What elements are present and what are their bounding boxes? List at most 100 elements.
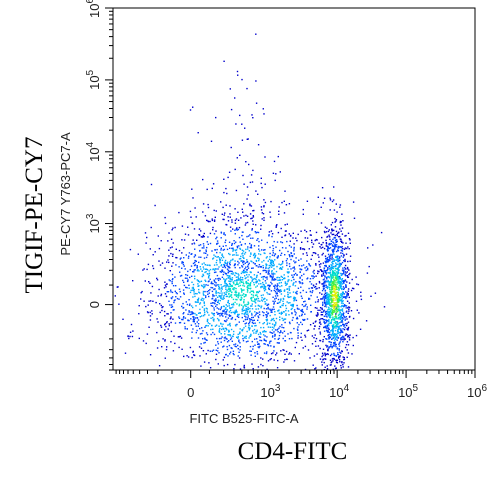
event-dot: [235, 283, 238, 285]
event-dot: [229, 353, 231, 355]
event-dot: [216, 256, 218, 258]
event-dot: [257, 193, 259, 195]
event-dot: [319, 269, 322, 271]
event-dot: [255, 102, 258, 104]
event-dot: [235, 293, 237, 296]
event-dot: [242, 335, 244, 337]
event-dot: [331, 358, 334, 360]
event-dot: [213, 280, 216, 282]
event-dot: [325, 273, 328, 275]
event-dot: [304, 305, 306, 307]
event-dot: [271, 273, 273, 275]
event-dot: [346, 292, 348, 294]
event-dot: [242, 231, 244, 233]
event-dot: [343, 295, 345, 298]
event-dot: [221, 276, 224, 278]
event-dot: [230, 347, 232, 349]
event-dot: [334, 316, 336, 318]
event-dot: [244, 304, 246, 307]
event-dot: [217, 268, 219, 270]
event-dot: [211, 312, 213, 314]
event-dot: [318, 328, 320, 330]
event-dot: [225, 337, 227, 340]
event-dot: [220, 284, 222, 286]
event-dot: [332, 316, 334, 318]
event-dot: [347, 329, 349, 331]
event-dot: [320, 314, 322, 316]
event-dot: [329, 283, 332, 286]
event-dot: [225, 316, 227, 318]
event-dot: [267, 293, 269, 295]
event-dot: [188, 310, 190, 312]
event-dot: [324, 295, 327, 298]
event-dot: [140, 292, 142, 294]
event-dot: [193, 289, 195, 291]
event-dot: [175, 296, 177, 298]
event-dot: [334, 239, 337, 241]
event-dot: [255, 313, 257, 316]
event-dot: [333, 272, 335, 275]
event-dot: [319, 358, 322, 360]
event-dot: [282, 304, 284, 307]
event-dot: [192, 239, 194, 241]
event-dot: [341, 294, 343, 297]
event-dot: [222, 359, 224, 361]
event-dot: [230, 278, 232, 281]
event-dot: [251, 296, 253, 299]
event-dot: [328, 306, 330, 309]
event-dot: [246, 318, 249, 321]
event-dot: [333, 274, 335, 276]
event-dot: [173, 301, 175, 304]
event-dot: [274, 300, 276, 302]
event-dot: [258, 259, 260, 262]
event-dot: [281, 236, 283, 238]
event-dot: [340, 224, 342, 226]
event-dot: [342, 363, 344, 366]
event-dot: [255, 232, 257, 234]
event-dot: [247, 302, 250, 304]
event-dot: [339, 356, 341, 358]
event-dot: [205, 271, 207, 273]
event-dot: [314, 340, 317, 343]
event-dot: [277, 284, 279, 287]
event-dot: [245, 337, 247, 339]
event-dot: [334, 265, 337, 268]
event-dot: [247, 289, 249, 292]
event-dot: [298, 259, 300, 261]
event-dot: [334, 237, 337, 239]
event-dot: [169, 247, 172, 249]
event-dot: [210, 281, 213, 283]
event-dot: [305, 303, 307, 306]
event-dot: [226, 346, 228, 348]
event-dot: [339, 287, 342, 289]
event-dot: [258, 258, 260, 260]
event-dot: [338, 332, 340, 334]
event-dot: [208, 314, 210, 316]
event-dot: [346, 281, 348, 283]
event-dot: [337, 329, 339, 331]
event-dot: [341, 269, 344, 271]
event-dot: [180, 257, 182, 259]
event-dot: [339, 246, 341, 248]
event-dot: [244, 315, 246, 317]
event-dot: [255, 281, 258, 284]
event-dot: [186, 287, 188, 289]
event-dot: [329, 199, 332, 201]
event-dot: [199, 250, 201, 252]
event-dot: [334, 311, 336, 313]
event-dot: [248, 323, 250, 325]
event-dot: [328, 315, 330, 317]
event-dot: [293, 278, 295, 281]
event-dot: [238, 313, 240, 316]
event-dot: [329, 236, 331, 238]
event-dot: [269, 326, 271, 328]
event-dot: [283, 330, 286, 332]
event-dot: [202, 330, 204, 332]
event-dot: [342, 242, 344, 244]
event-dot: [278, 337, 280, 340]
event-dot: [292, 276, 294, 278]
event-dot: [224, 330, 226, 332]
event-dot: [166, 283, 168, 285]
event-dot: [344, 260, 346, 262]
event-dot: [263, 206, 265, 208]
